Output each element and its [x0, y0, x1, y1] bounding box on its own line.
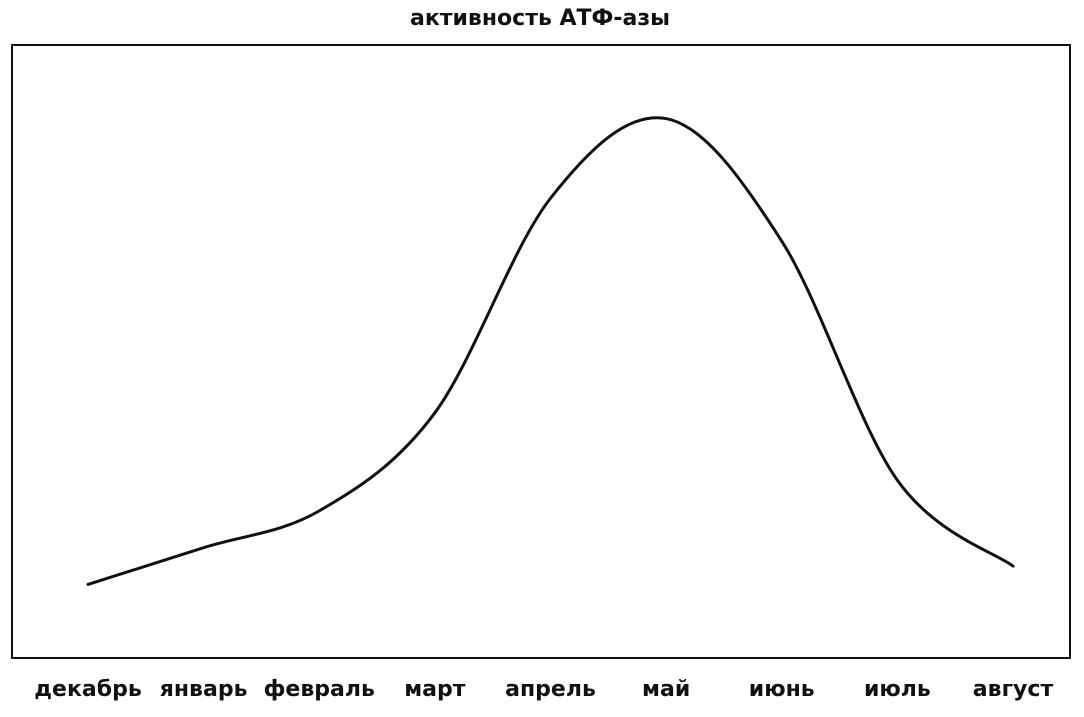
x-tick-label: январь — [160, 677, 248, 702]
x-tick-label: апрель — [505, 677, 596, 702]
x-tick-label: декабрь — [34, 677, 142, 702]
x-tick-label: март — [404, 677, 466, 702]
line — [86, 116, 1015, 586]
chart-title: активность АТФ-азы — [410, 6, 670, 31]
x-tick-label: февраль — [264, 677, 375, 702]
plot-frame — [11, 44, 1071, 659]
x-tick-label: июль — [864, 677, 931, 702]
x-tick-label: май — [642, 677, 690, 702]
x-tick-label: июнь — [749, 677, 815, 702]
x-tick-label: август — [973, 677, 1054, 702]
